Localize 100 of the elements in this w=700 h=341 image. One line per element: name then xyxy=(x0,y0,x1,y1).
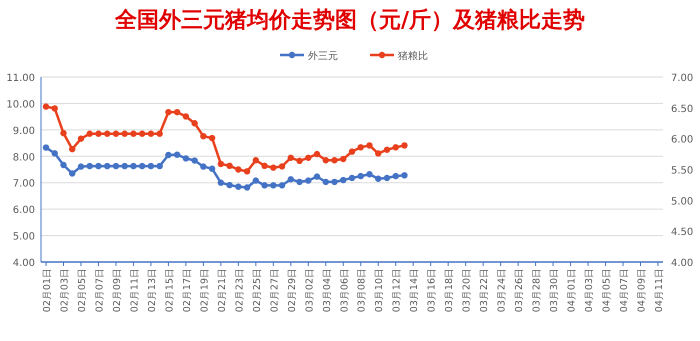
y-tick-label: 4.00 xyxy=(12,258,35,269)
x-tick-label: 02月05日 xyxy=(76,268,88,312)
point xyxy=(200,163,207,170)
point xyxy=(121,130,128,137)
point xyxy=(322,157,329,164)
x-tick-label: 04月03日 xyxy=(584,268,596,312)
point xyxy=(165,152,172,158)
point xyxy=(156,130,163,137)
point xyxy=(261,182,268,189)
y2-tick-label: 4.50 xyxy=(671,227,694,238)
point xyxy=(261,162,268,169)
point xyxy=(244,184,250,191)
point xyxy=(130,130,137,137)
point xyxy=(218,180,224,186)
point xyxy=(52,105,58,112)
point xyxy=(340,176,346,184)
y-tick-label: 11.00 xyxy=(6,73,35,84)
point xyxy=(401,172,408,179)
point xyxy=(348,174,356,182)
point xyxy=(148,130,154,137)
y-tick-label: 7.00 xyxy=(12,178,35,190)
y2-tick-label: 6.00 xyxy=(671,134,694,146)
x-tick-label: 03月22日 xyxy=(479,268,490,312)
x-tick-label: 02月11日 xyxy=(129,268,140,312)
point xyxy=(191,120,198,126)
point xyxy=(392,172,399,180)
point xyxy=(322,178,329,186)
y-tick-label: 9.00 xyxy=(12,126,35,137)
y2-tick-label: 5.50 xyxy=(671,166,694,176)
x-tick-label: 03月12日 xyxy=(392,268,403,312)
point xyxy=(78,163,84,170)
x-tick-label: 04月11日 xyxy=(654,268,665,312)
x-tick-label: 04月07日 xyxy=(619,268,630,312)
point xyxy=(42,103,50,110)
point xyxy=(384,174,390,182)
point xyxy=(296,178,303,186)
point xyxy=(121,162,128,170)
point xyxy=(156,162,163,170)
x-tick-label: 03月26日 xyxy=(514,268,526,312)
point xyxy=(288,176,294,182)
point xyxy=(366,171,373,178)
point xyxy=(60,162,67,168)
x-tick-label: 03月04日 xyxy=(322,268,333,312)
x-tick-label: 03月18日 xyxy=(444,268,456,312)
point xyxy=(42,144,50,151)
point xyxy=(208,166,216,172)
point xyxy=(78,135,84,142)
point xyxy=(95,130,102,137)
point xyxy=(200,133,207,140)
point xyxy=(270,182,277,189)
y-tick-label: 8.00 xyxy=(12,152,35,164)
point xyxy=(86,162,93,170)
point xyxy=(174,108,180,116)
x-tick-label: 02月13日 xyxy=(146,268,158,312)
point xyxy=(314,150,320,158)
point xyxy=(174,152,180,158)
x-tick-label: 02月03日 xyxy=(59,268,70,312)
point xyxy=(331,178,338,186)
x-tick-label: 02月15日 xyxy=(164,268,176,312)
point xyxy=(112,162,120,170)
x-tick-label: 04月05日 xyxy=(602,268,613,312)
x-tick-label: 02月01日 xyxy=(42,268,53,312)
point xyxy=(138,130,146,137)
y-tick-label: 5.00 xyxy=(12,232,35,243)
x-tick-label: 02月27日 xyxy=(269,268,280,312)
legend-label: 外三元 xyxy=(308,51,338,62)
y-tick-label: 6.00 xyxy=(12,205,35,216)
y2-tick-label: 4.00 xyxy=(671,258,694,269)
x-tick-label: 03月16日 xyxy=(426,268,438,312)
x-tick-label: 04月01日 xyxy=(566,268,578,312)
y2-tick-label: 7.00 xyxy=(671,73,694,84)
point xyxy=(112,130,120,137)
point xyxy=(358,144,364,150)
x-tick-label: 02月25日 xyxy=(252,268,263,312)
point xyxy=(52,150,58,157)
y-tick-label: 10.00 xyxy=(6,99,35,110)
y2-tick-label: 5.00 xyxy=(671,196,694,208)
x-tick-label: 02月09日 xyxy=(112,268,123,312)
point xyxy=(130,162,137,170)
x-tick-label: 04月09日 xyxy=(636,268,648,312)
point xyxy=(401,142,408,149)
point xyxy=(340,156,346,162)
point xyxy=(182,155,190,162)
point xyxy=(104,130,110,137)
x-tick-label: 02月19日 xyxy=(199,268,210,312)
x-tick-label: 03月02日 xyxy=(304,268,316,312)
point xyxy=(375,150,382,157)
point xyxy=(69,146,76,152)
point xyxy=(358,172,364,180)
x-tick-label: 02月07日 xyxy=(94,268,106,312)
point xyxy=(375,176,382,182)
point xyxy=(191,157,198,164)
point xyxy=(331,157,338,164)
point xyxy=(384,146,390,153)
x-tick-label: 03月24日 xyxy=(496,268,508,312)
x-tick-label: 03月20日 xyxy=(462,268,473,312)
x-tick-label: 02月17日 xyxy=(182,268,193,312)
point xyxy=(86,130,93,137)
point xyxy=(226,162,233,169)
point xyxy=(305,154,312,161)
